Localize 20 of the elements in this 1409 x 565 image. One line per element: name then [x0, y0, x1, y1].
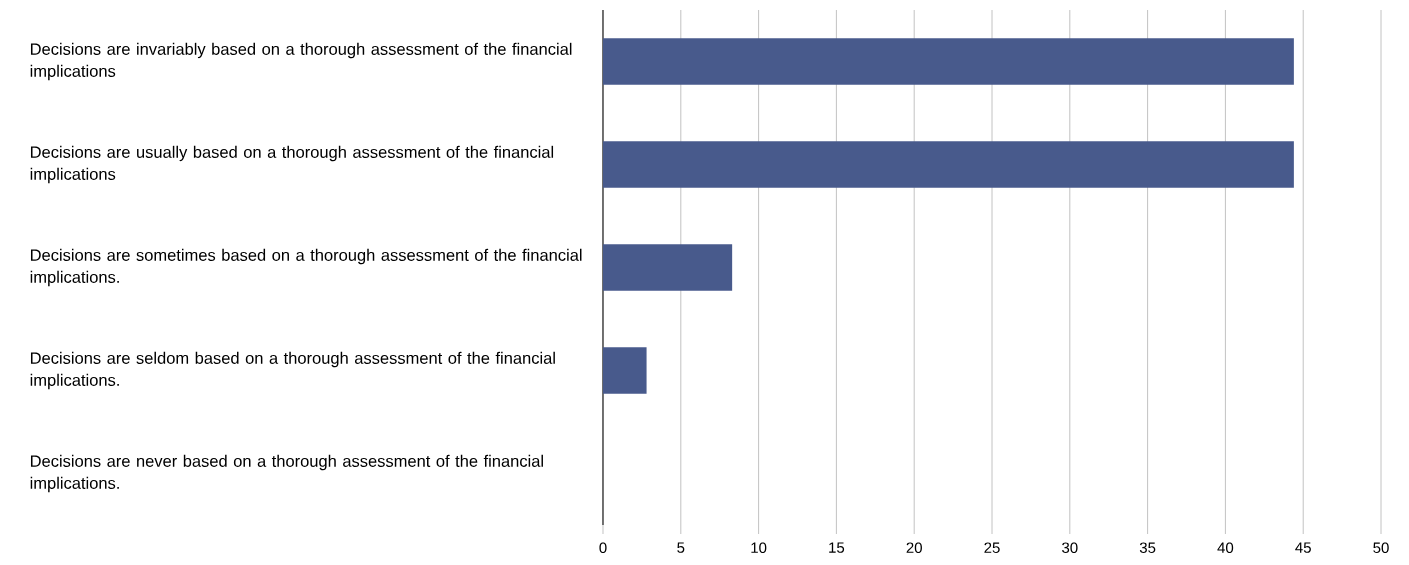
y-tick-label: Decisions are sometimes based on a thorough assessment of the financial implications.: [30, 248, 582, 287]
x-tick-label: 5: [677, 542, 685, 553]
x-tick-label: 0: [599, 542, 607, 553]
bar: [603, 244, 733, 291]
x-tick-label: 30: [1062, 542, 1078, 553]
y-tick-label: Decisions are never based on a thorough assessment of the financial implications.: [30, 454, 543, 493]
x-tick-label: 10: [751, 542, 767, 553]
y-tick-label: Decisions are usually based on a thorough assessment of the financial implications: [30, 145, 554, 184]
x-tick-label: 15: [829, 542, 845, 553]
y-tick-label: Decisions are seldom based on a thorough assessment of the financial implications.: [30, 351, 555, 390]
x-tick-label: 50: [1373, 542, 1389, 553]
x-tick-label: 35: [1139, 542, 1156, 553]
x-tick-label: 20: [906, 542, 922, 553]
y-tick-label: Decisions are invariably based on a thorough assessment of the financial implications: [30, 42, 572, 81]
x-tick-label: 25: [984, 542, 1000, 553]
bar: [603, 347, 647, 394]
x-tick-label: 40: [1217, 542, 1234, 553]
bar: [603, 141, 1294, 188]
x-tick-label: 45: [1295, 542, 1311, 553]
bar: [603, 38, 1294, 85]
